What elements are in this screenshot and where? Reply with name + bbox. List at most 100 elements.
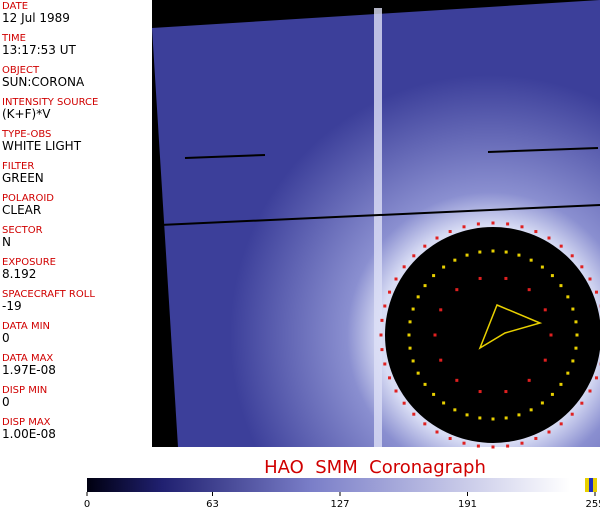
marker-dot <box>407 333 411 337</box>
scan-line <box>184 154 266 159</box>
marker-dot <box>559 422 563 426</box>
field-value: GREEN <box>2 171 44 185</box>
marker-dot <box>442 401 446 405</box>
marker-dot <box>549 333 553 337</box>
marker-dot <box>411 307 415 311</box>
marker-dot <box>433 333 437 337</box>
field-value: 0 <box>2 395 10 409</box>
marker-dot <box>574 320 578 324</box>
marker-dot <box>559 382 563 386</box>
marker-dot <box>547 430 551 434</box>
field-value: 1.97E-08 <box>2 363 56 377</box>
marker-dot <box>423 422 427 426</box>
tick-label: 255 <box>585 499 600 510</box>
marker-dot <box>504 276 508 280</box>
marker-dot <box>559 244 563 248</box>
field-value: N <box>2 235 11 249</box>
field-label: DISP MIN <box>2 385 47 396</box>
marker-dot <box>465 413 469 417</box>
colorbar-axis: 0 63 127 191 255 <box>84 492 600 510</box>
marker-dot <box>534 230 538 234</box>
marker-dot <box>574 346 578 350</box>
marker-dot <box>570 254 574 258</box>
streamer <box>374 8 382 447</box>
marker-dot <box>588 389 592 393</box>
marker-dot <box>476 222 480 226</box>
colorbar <box>87 478 585 492</box>
marker-dot <box>529 258 533 262</box>
marker-dot <box>520 441 524 445</box>
marker-dot <box>540 265 544 269</box>
field-label: OBJECT <box>2 65 40 76</box>
marker-dot <box>402 265 406 269</box>
marker-dot <box>550 392 554 396</box>
scan-line <box>487 147 599 153</box>
marker-dot <box>478 250 482 254</box>
colorbar-end <box>589 478 593 492</box>
marker-dot <box>439 308 443 312</box>
field-label: SECTOR <box>2 225 43 236</box>
marker-dot <box>517 253 521 257</box>
marker-dot <box>380 318 384 322</box>
marker-dot <box>517 413 521 417</box>
field-label: INTENSITY SOURCE <box>2 97 98 108</box>
marker-dot <box>478 390 482 394</box>
title: HAO SMM Coronagraph <box>264 457 486 478</box>
marker-dot <box>408 320 412 324</box>
marker-dot <box>550 274 554 278</box>
marker-dot <box>504 416 508 420</box>
marker-dot <box>534 436 538 440</box>
marker-dot <box>506 222 510 226</box>
marker-dot <box>432 274 436 278</box>
marker-dot <box>543 308 547 312</box>
info-panel <box>0 0 150 447</box>
marker-dot <box>394 389 398 393</box>
marker-dot <box>380 348 384 352</box>
marker-dot <box>478 416 482 420</box>
marker-dot <box>570 412 574 416</box>
marker-dot <box>478 276 482 280</box>
field-label: DATA MIN <box>2 321 50 332</box>
marker-dot <box>383 304 387 308</box>
field-label: DISP MAX <box>2 417 51 428</box>
marker-dot <box>520 225 524 229</box>
marker-dot <box>455 378 459 382</box>
field-label: DATA MAX <box>2 353 53 364</box>
marker-dot <box>408 346 412 350</box>
marker-dot <box>566 295 570 299</box>
marker-dot <box>411 359 415 363</box>
field-label: TIME <box>1 33 26 44</box>
marker-dot <box>504 250 508 254</box>
tick-label: 63 <box>206 499 219 510</box>
marker-dot <box>529 408 533 412</box>
marker-dot <box>442 265 446 269</box>
marker-dot <box>453 258 457 262</box>
marker-dot <box>588 277 592 281</box>
field-label: FILTER <box>2 161 34 172</box>
marker-dot <box>412 412 416 416</box>
field-value: CLEAR <box>2 203 41 217</box>
marker-dot <box>388 290 392 294</box>
marker-dot <box>453 408 457 412</box>
tick-label: 127 <box>330 499 349 510</box>
markers <box>379 221 600 449</box>
occulter <box>385 227 600 443</box>
marker-dot <box>416 371 420 375</box>
marker-dot <box>575 333 579 337</box>
marker-dot <box>527 288 531 292</box>
marker-dot <box>462 225 466 229</box>
field-value: 8.192 <box>2 267 36 281</box>
marker-dot <box>412 254 416 258</box>
colorbar-end <box>593 478 597 492</box>
marker-dot <box>462 441 466 445</box>
tick-label: 191 <box>458 499 477 510</box>
field-label: TYPE-OBS <box>1 129 51 140</box>
marker-dot <box>416 295 420 299</box>
marker-dot <box>540 401 544 405</box>
marker-dot <box>439 358 443 362</box>
marker-dot <box>559 284 563 288</box>
marker-dot <box>491 445 495 449</box>
field-value: -19 <box>2 299 22 313</box>
field-label: POLAROID <box>2 193 54 204</box>
